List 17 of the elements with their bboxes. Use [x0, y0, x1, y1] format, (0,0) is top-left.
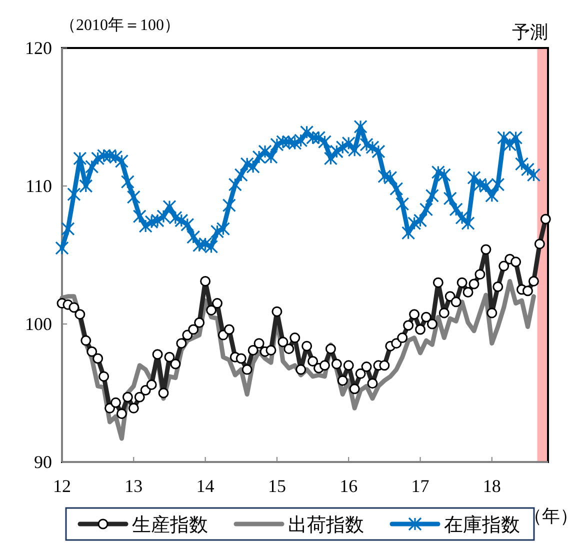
x-tick-label: 18 [482, 476, 501, 496]
x-tick-label: 17 [411, 476, 430, 496]
y-tick-label: 110 [26, 176, 52, 196]
x-tick-label: 15 [268, 476, 286, 496]
x-axis-title: （年） [524, 506, 578, 526]
legend-label: 生産指数 [132, 514, 208, 536]
x-tick-label: 12 [53, 476, 71, 496]
y-tick-label: 120 [25, 38, 52, 58]
y-axis-title: （2010年＝100） [60, 17, 180, 34]
legend-label: 出荷指数 [288, 515, 364, 536]
x-tick-label: 16 [340, 476, 358, 496]
y-tick-label: 90 [34, 452, 52, 472]
y-tick-label: 100 [25, 314, 52, 334]
x-tick-label: 14 [196, 476, 214, 496]
legend-label: 在庫指数 [444, 514, 520, 536]
band-label: 予測 [512, 22, 548, 42]
x-tick-label: 13 [124, 476, 143, 496]
